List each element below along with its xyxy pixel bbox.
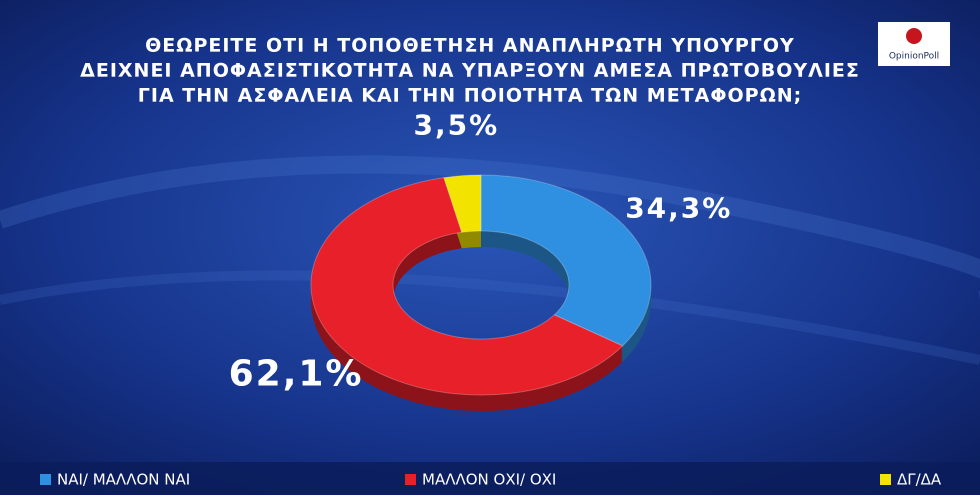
legend-label: ΔΓ/ΔΑ [897,471,942,489]
chart-title: ΓΙΑ ΤΗΝ ΑΣΦΑΛΕΙΑ ΚΑΙ ΤΗΝ ΠΟΙΟΤΗΤΑ ΤΩΝ ΜΕ… [138,85,802,107]
data-label: 34,3% [625,192,732,225]
chart-title: ΔΕΙΧΝΕΙ ΑΠΟΦΑΣΙΣΤΙΚΟΤΗΤΑ ΝΑ ΥΠΑΡΞΟΥΝ ΑΜΕ… [80,60,860,82]
legend-bar [0,462,980,495]
legend-swatch [880,474,891,485]
slice [443,174,482,233]
logo-text: OpinionPoll [889,52,939,62]
decor-swoosh [0,155,980,300]
legend-label: ΜΑΛΛΟΝ ΟΧΙ/ ΟΧΙ [422,471,556,489]
legend-label: ΝΑΙ/ ΜΑΛΛΟΝ ΝΑΙ [57,471,190,489]
legend-swatch [405,474,416,485]
chart-title: ΘΕΩΡΕΙΤΕ ΟΤΙ Η ΤΟΠΟΘΕΤΗΣΗ ΑΝΑΠΛΗΡΩΤΗ ΥΠΟ… [145,35,795,57]
legend-swatch [40,474,51,485]
slice [310,177,624,396]
decor-swoosh [0,270,980,365]
slice [480,174,652,347]
data-label: 62,1% [229,353,364,394]
logo-icon [906,28,922,44]
data-label: 3,5% [414,108,500,141]
